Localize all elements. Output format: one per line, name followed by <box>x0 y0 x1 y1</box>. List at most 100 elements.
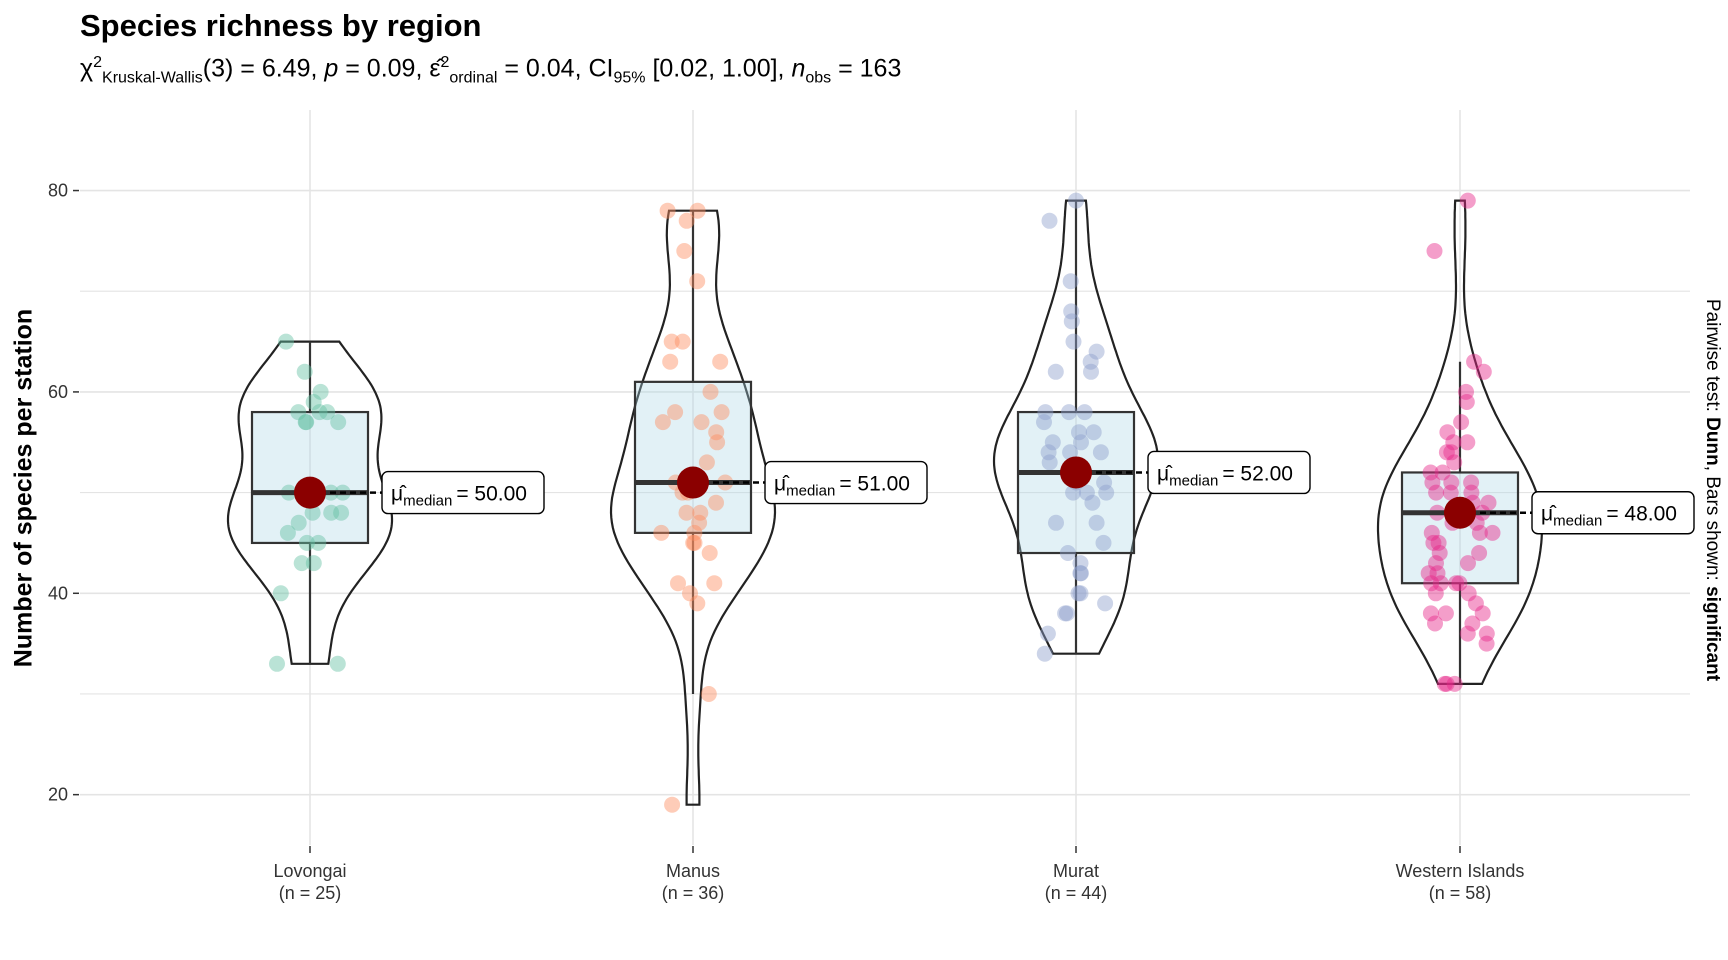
median-label: μ̂median = 50.00 <box>391 483 527 510</box>
data-point <box>1464 615 1481 632</box>
group-lovongai: μ̂median = 50.00 Lovongai(n = 25) <box>226 333 545 903</box>
subtitle-ci-value: [0.02, 1.00], <box>645 54 792 83</box>
data-point <box>654 414 671 431</box>
data-point <box>1041 212 1058 229</box>
subtitle-stat-symbol: χ <box>80 54 94 83</box>
data-point <box>708 424 725 441</box>
group-murat: μ̂median = 52.00 Murat(n = 44) <box>992 192 1311 903</box>
data-point <box>659 202 676 219</box>
subtitle-n-sub: obs <box>805 69 832 87</box>
data-point <box>685 534 702 551</box>
data-point <box>1072 565 1089 582</box>
y-tick-label: 80 <box>48 181 68 201</box>
data-point <box>678 212 695 229</box>
data-point <box>663 333 680 350</box>
data-point <box>323 504 340 521</box>
data-point <box>1446 675 1463 692</box>
data-point <box>1484 524 1501 541</box>
data-point <box>1467 595 1484 612</box>
data-point <box>1095 534 1112 551</box>
x-tick-n-label: (n = 58) <box>1429 883 1492 903</box>
data-point <box>653 524 670 541</box>
subtitle-effect-value: = 0.04, CI <box>497 54 614 83</box>
subtitle-ci-sub: 95% <box>613 69 646 87</box>
data-point <box>1446 454 1463 471</box>
data-point <box>689 202 706 219</box>
data-point <box>1047 363 1064 380</box>
data-point <box>1445 434 1462 451</box>
violin <box>226 340 394 665</box>
data-point <box>1048 514 1064 531</box>
data-point <box>1057 605 1074 622</box>
data-point <box>686 524 703 541</box>
median-label-sub: median <box>1553 513 1602 530</box>
data-point <box>689 273 706 290</box>
data-point <box>1082 353 1099 370</box>
data-points <box>269 333 351 672</box>
data-point <box>701 545 718 561</box>
data-point <box>319 404 336 421</box>
data-point <box>1439 424 1456 441</box>
data-point <box>1085 424 1102 441</box>
x-tick-label: Manus <box>666 861 720 881</box>
data-point <box>330 414 347 431</box>
box <box>633 380 753 534</box>
data-point <box>1059 545 1076 561</box>
data-point <box>692 504 709 521</box>
data-point <box>1460 585 1477 602</box>
median-label-sub: median <box>786 483 835 500</box>
data-point <box>1458 394 1475 410</box>
data-point <box>1072 565 1089 582</box>
data-point <box>305 394 322 410</box>
data-point <box>1078 484 1095 501</box>
data-point <box>1044 434 1061 451</box>
data-point <box>1063 303 1080 320</box>
x-tick-n-label: (n = 44) <box>1045 883 1108 903</box>
median-label-value: = 48.00 <box>1606 503 1677 526</box>
subtitle-effect-symbol: ε̂ <box>429 54 441 83</box>
data-point <box>676 243 693 259</box>
data-point <box>712 353 729 370</box>
data-point <box>1478 635 1495 652</box>
data-point <box>297 414 314 431</box>
data-point <box>1065 484 1082 501</box>
data-point <box>1442 484 1459 501</box>
data-point <box>1438 675 1455 692</box>
data-point <box>1430 534 1447 551</box>
data-point <box>1073 434 1089 451</box>
data-point <box>1423 575 1440 592</box>
data-point <box>1096 474 1113 491</box>
data-point <box>329 655 346 672</box>
data-point <box>689 595 706 612</box>
median-label-symbol: μ̂ <box>1157 462 1173 485</box>
data-point <box>1458 383 1474 400</box>
data-point <box>1083 363 1099 380</box>
data-point <box>1451 575 1468 592</box>
data-point <box>304 504 321 521</box>
data-point <box>1459 434 1476 451</box>
data-point <box>1072 555 1089 572</box>
data-point <box>1427 585 1444 602</box>
chart-subtitle: χ2Kruskal-Wallis(3) = 6.49, p = 0.09, ε̂… <box>80 54 901 87</box>
median-label-value: = 52.00 <box>1222 462 1293 485</box>
data-point <box>1459 625 1476 642</box>
data-point <box>298 414 315 431</box>
data-point <box>1463 474 1480 491</box>
data-point <box>693 414 710 431</box>
data-point <box>691 514 708 531</box>
subtitle-effect-sub: ordinal <box>449 69 498 87</box>
data-point <box>1475 363 1492 380</box>
data-point <box>1428 555 1444 572</box>
data-point <box>667 404 684 421</box>
data-point <box>1059 605 1075 622</box>
data-point <box>1039 625 1056 642</box>
data-point <box>1424 474 1441 491</box>
x-tick-n-label: (n = 36) <box>662 883 725 903</box>
data-point <box>278 333 294 350</box>
data-point <box>1426 243 1443 259</box>
data-point <box>1076 404 1093 421</box>
y-tick-label: 60 <box>48 382 68 402</box>
data-point <box>1459 192 1476 209</box>
subtitle-p-symbol: p <box>324 54 339 83</box>
data-point <box>290 404 307 421</box>
